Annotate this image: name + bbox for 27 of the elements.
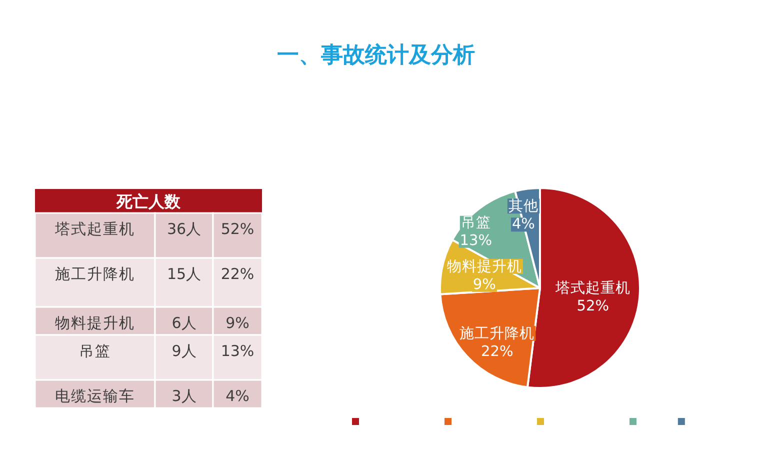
slice-label: 其他 [508, 198, 538, 215]
cell-label: 13% [220, 342, 254, 360]
slice-label: 塔式起重机 [555, 280, 630, 296]
cell-label: 9人 [172, 342, 196, 360]
slice-label: 物料提升机 [446, 258, 522, 275]
cell-label: 9% [226, 314, 250, 332]
row-label: 电缆运输车 [55, 387, 135, 405]
slice-label: 吊篮 [460, 214, 491, 231]
row-label: 塔式起重机 [55, 220, 135, 238]
row-label: 物料提升机 [55, 314, 135, 332]
title: 一、事故统计及分析 [277, 43, 475, 68]
value-label: 4% [512, 216, 535, 233]
value-label: 9% [472, 276, 496, 293]
row-label: 吊篮 [79, 342, 111, 360]
row-label: 施工升降机 [55, 265, 135, 283]
cell-label: 22% [220, 265, 254, 283]
slice-label: 施工升降机 [460, 326, 535, 342]
cell-label: 15人 [166, 265, 202, 283]
cell-label: 4% [226, 387, 250, 405]
value-label: 22% [481, 344, 514, 360]
cell-label: 52% [220, 220, 254, 238]
cell-label: 36人 [166, 220, 202, 238]
cell-label: 3人 [172, 387, 196, 405]
value-label: 52% [576, 298, 609, 314]
title: 死亡人数 [116, 192, 180, 211]
cell-label: 6人 [172, 314, 196, 332]
value-label: 13% [460, 232, 492, 249]
